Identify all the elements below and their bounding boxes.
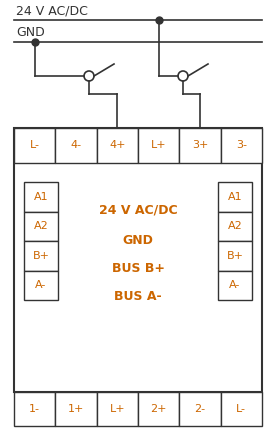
Text: A-: A- — [35, 280, 47, 290]
Bar — [97, 392, 138, 426]
Text: A1: A1 — [228, 192, 242, 202]
Bar — [24, 241, 58, 271]
Text: B+: B+ — [227, 251, 243, 261]
Text: 2-: 2- — [194, 404, 206, 414]
Text: A2: A2 — [34, 221, 48, 231]
Text: 1-: 1- — [29, 404, 40, 414]
Bar — [14, 392, 55, 426]
Bar — [218, 241, 252, 271]
Bar — [138, 128, 179, 163]
Text: L+: L+ — [110, 404, 125, 414]
Text: A-: A- — [229, 280, 241, 290]
Bar — [221, 392, 262, 426]
Bar — [218, 182, 252, 212]
Text: L-: L- — [236, 404, 246, 414]
Text: A1: A1 — [34, 192, 48, 202]
Text: 4-: 4- — [70, 141, 82, 151]
Text: 24 V AC/DC: 24 V AC/DC — [16, 4, 88, 17]
Bar — [55, 128, 97, 163]
Text: L-: L- — [30, 141, 40, 151]
Bar — [14, 128, 55, 163]
Text: 4+: 4+ — [109, 141, 126, 151]
Bar — [24, 212, 58, 241]
Text: 3-: 3- — [236, 141, 247, 151]
Text: B+: B+ — [33, 251, 49, 261]
Text: 1+: 1+ — [68, 404, 84, 414]
Bar — [24, 271, 58, 300]
Text: BUS A-: BUS A- — [114, 290, 162, 303]
Text: 24 V AC/DC: 24 V AC/DC — [99, 204, 177, 216]
Bar — [179, 128, 221, 163]
Bar — [218, 212, 252, 241]
Text: BUS B+: BUS B+ — [112, 261, 164, 275]
Bar — [138, 392, 179, 426]
Text: 3+: 3+ — [192, 141, 208, 151]
Bar — [97, 128, 138, 163]
Bar — [55, 392, 97, 426]
Text: A2: A2 — [228, 221, 242, 231]
Bar — [179, 392, 221, 426]
Text: L+: L+ — [151, 141, 166, 151]
Bar — [218, 271, 252, 300]
Bar — [24, 182, 58, 212]
Text: 2+: 2+ — [150, 404, 167, 414]
Text: GND: GND — [16, 26, 45, 39]
Bar — [14, 128, 262, 392]
Text: GND: GND — [123, 233, 153, 247]
Bar — [221, 128, 262, 163]
